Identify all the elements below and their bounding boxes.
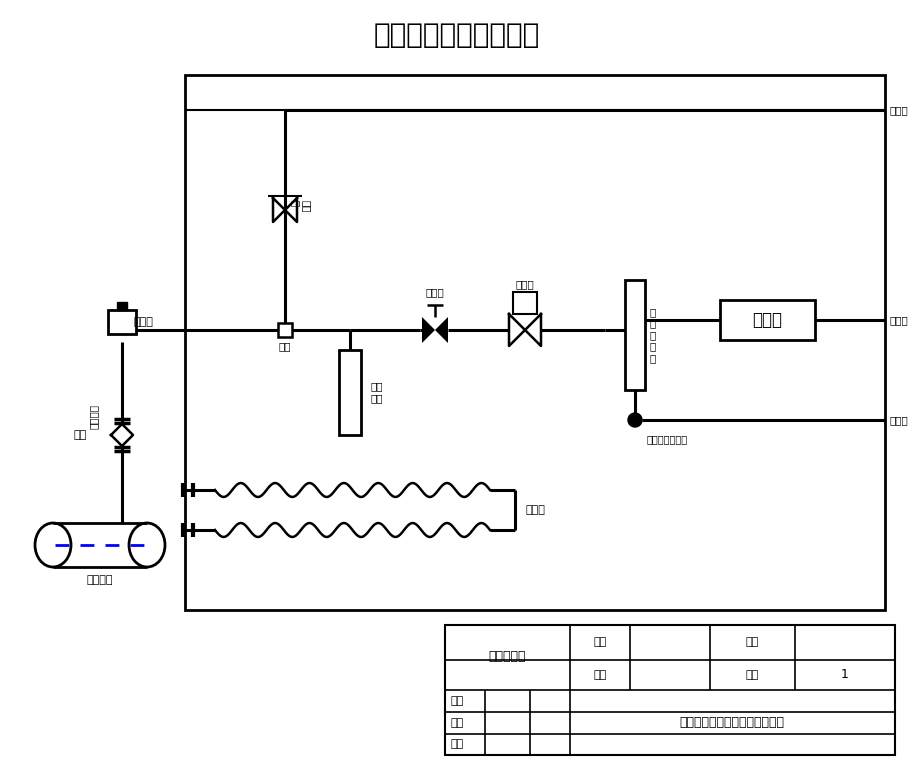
Text: 取样探头: 取样探头: [89, 404, 99, 429]
Bar: [720, 300, 815, 340]
Bar: [339, 350, 361, 435]
Text: 聚结
滤器: 聚结 滤器: [370, 382, 382, 403]
Text: 分析仪: 分析仪: [752, 311, 782, 329]
Text: 球阀: 球阀: [74, 430, 87, 440]
Polygon shape: [509, 314, 525, 346]
Text: 数量: 数量: [746, 670, 759, 680]
Bar: [513, 292, 537, 314]
Bar: [625, 280, 645, 390]
Text: 样气口: 样气口: [133, 317, 153, 327]
Text: 排空口: 排空口: [890, 315, 909, 325]
Text: 1: 1: [841, 668, 849, 681]
Polygon shape: [273, 198, 285, 222]
Text: 标校口: 标校口: [890, 415, 909, 425]
Bar: [108, 310, 136, 334]
Text: 西安赢润环保科技集团有限公司: 西安赢润环保科技集团有限公司: [680, 716, 784, 729]
Text: 电伴热: 电伴热: [525, 505, 544, 515]
Ellipse shape: [129, 523, 165, 567]
Text: 工艺管道: 工艺管道: [87, 575, 113, 585]
Text: 样气标气切换阀: 样气标气切换阀: [647, 434, 688, 444]
Bar: [445, 625, 895, 755]
Ellipse shape: [35, 523, 71, 567]
Bar: [53, 523, 147, 567]
Bar: [117, 302, 127, 310]
Polygon shape: [111, 424, 133, 446]
Text: 绘图: 绘图: [450, 718, 463, 728]
Text: 放空
阀: 放空 阀: [290, 200, 312, 213]
Text: 比例: 比例: [746, 637, 759, 647]
Bar: [185, 75, 885, 610]
Text: 样
气
流
量
计: 样 气 流 量 计: [649, 307, 655, 363]
Text: 设计: 设计: [450, 696, 463, 706]
Text: 放空口: 放空口: [890, 105, 909, 115]
Text: 三通: 三通: [279, 341, 291, 351]
Text: 截止阀: 截止阀: [425, 287, 445, 297]
Polygon shape: [422, 317, 435, 343]
Polygon shape: [435, 317, 448, 343]
Text: 材料: 材料: [593, 670, 607, 680]
Text: 图号: 图号: [593, 637, 607, 647]
Text: 审阅: 审阅: [450, 739, 463, 749]
Bar: [278, 323, 292, 337]
Circle shape: [628, 413, 642, 427]
Polygon shape: [525, 314, 541, 346]
Text: 减压阀: 减压阀: [516, 279, 534, 289]
Polygon shape: [285, 198, 297, 222]
Text: 系统气路图: 系统气路图: [489, 651, 526, 664]
Text: 氢气精制过程分析系统: 氢气精制过程分析系统: [374, 21, 540, 49]
